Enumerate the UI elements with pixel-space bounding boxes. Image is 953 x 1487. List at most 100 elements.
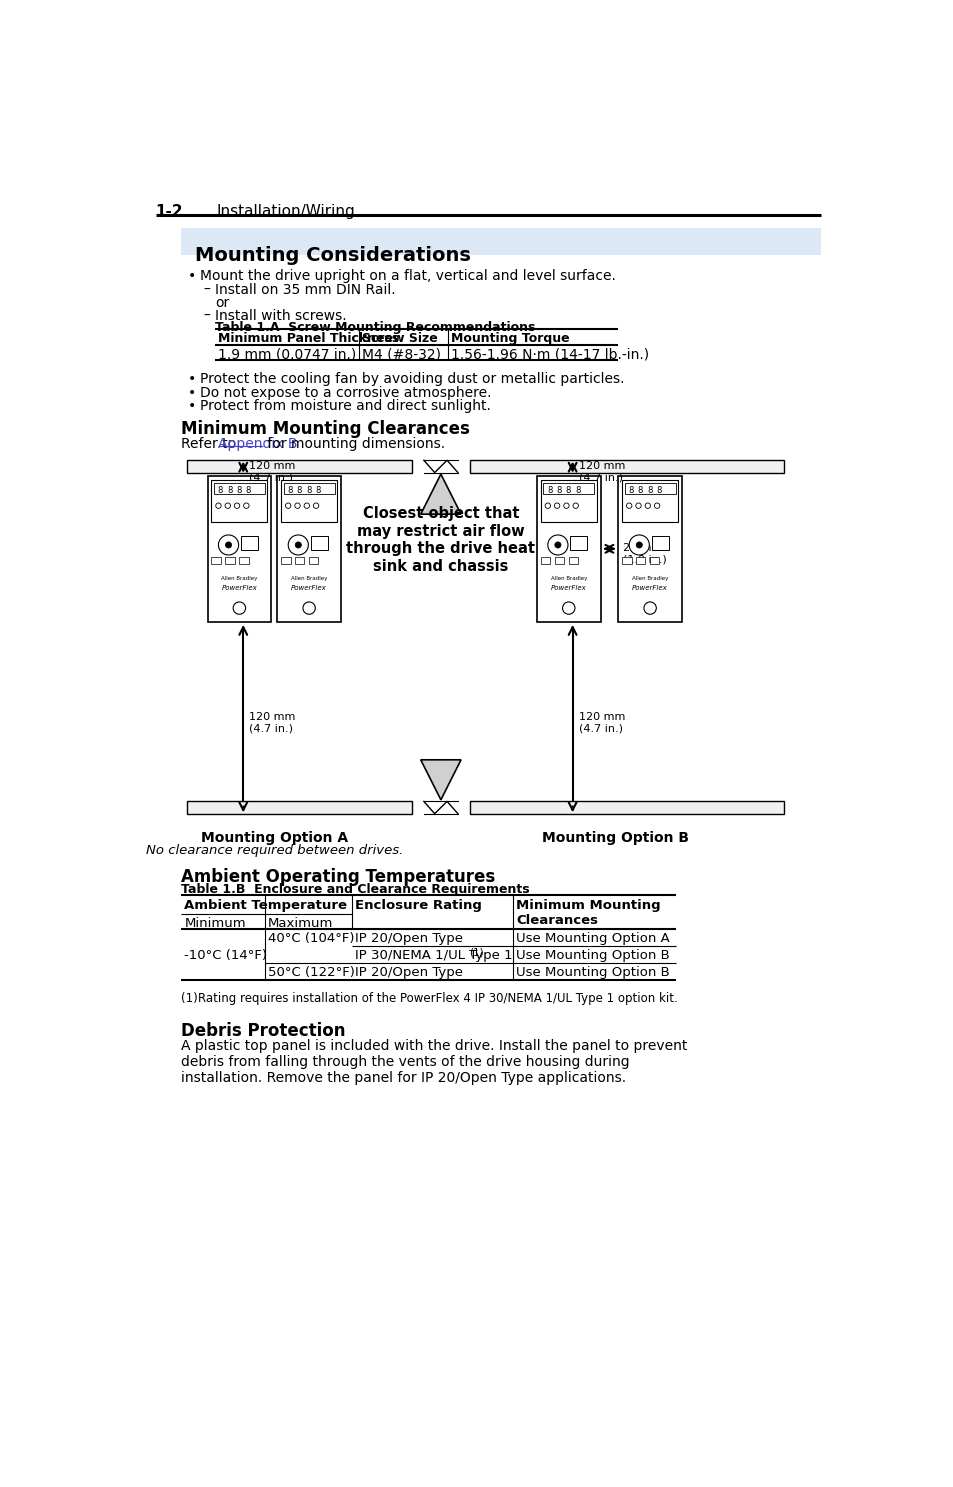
Circle shape	[547, 535, 567, 555]
Circle shape	[573, 503, 578, 509]
Bar	[208, 476, 271, 622]
Text: Ambient Operating Temperatures: Ambient Operating Temperatures	[181, 867, 495, 886]
Bar	[542, 483, 594, 494]
Text: 8: 8	[656, 486, 661, 495]
Text: 1.56-1.96 N·m (14-17 lb.-in.): 1.56-1.96 N·m (14-17 lb.-in.)	[451, 348, 648, 361]
Bar	[309, 556, 318, 564]
Text: Appendix B: Appendix B	[217, 437, 297, 451]
Bar	[281, 479, 336, 522]
Text: -10°C (14°F): -10°C (14°F)	[184, 949, 267, 962]
Text: Mounting Option A: Mounting Option A	[200, 831, 348, 845]
Text: Maximum: Maximum	[268, 917, 334, 929]
Bar	[540, 479, 596, 522]
Circle shape	[626, 503, 631, 509]
Bar	[212, 556, 220, 564]
Text: PowerFlex: PowerFlex	[550, 584, 586, 590]
Bar	[636, 556, 645, 564]
Text: or: or	[215, 296, 230, 311]
Bar	[649, 556, 659, 564]
Bar	[618, 476, 681, 622]
Bar	[568, 556, 578, 564]
Text: 120 mm
(4.7 in.): 120 mm (4.7 in.)	[249, 461, 295, 483]
Text: Refer to: Refer to	[181, 437, 240, 451]
Text: Enclosure Rating: Enclosure Rating	[355, 900, 481, 912]
Text: (1): (1)	[181, 992, 198, 1005]
Text: Allen Bradley: Allen Bradley	[291, 575, 327, 581]
Text: Protect the cooling fan by avoiding dust or metallic particles.: Protect the cooling fan by avoiding dust…	[199, 372, 623, 387]
Bar	[239, 556, 249, 564]
Circle shape	[554, 503, 559, 509]
Text: 25 mm
(1.0 in.): 25 mm (1.0 in.)	[622, 543, 666, 564]
Text: –: –	[203, 309, 210, 323]
Text: Table 1.B  Enclosure and Clearance Requirements: Table 1.B Enclosure and Clearance Requir…	[181, 883, 529, 897]
Text: Mount the drive upright on a flat, vertical and level surface.: Mount the drive upright on a flat, verti…	[199, 269, 615, 284]
Text: 8: 8	[227, 486, 233, 495]
Text: Use Mounting Option A: Use Mounting Option A	[516, 932, 669, 946]
Text: Rating requires installation of the PowerFlex 4 IP 30/NEMA 1/UL Type 1 option ki: Rating requires installation of the Powe…	[198, 992, 678, 1005]
Polygon shape	[420, 474, 460, 515]
Bar	[294, 556, 304, 564]
Bar	[621, 556, 631, 564]
Circle shape	[225, 503, 231, 509]
Text: Table 1.A  Screw Mounting Recommendations: Table 1.A Screw Mounting Recommendations	[215, 321, 536, 335]
Circle shape	[218, 535, 238, 555]
Text: 8: 8	[637, 486, 642, 495]
Text: Mounting Torque: Mounting Torque	[451, 333, 569, 345]
Text: Do not expose to a corrosive atmosphere.: Do not expose to a corrosive atmosphere.	[199, 385, 491, 400]
Text: Minimum Mounting Clearances: Minimum Mounting Clearances	[181, 421, 470, 439]
Bar	[181, 229, 820, 254]
Bar	[537, 476, 599, 622]
Text: Mounting Considerations: Mounting Considerations	[195, 247, 471, 265]
Circle shape	[285, 503, 291, 509]
Text: No clearance required between drives.: No clearance required between drives.	[146, 843, 402, 857]
Circle shape	[635, 503, 640, 509]
Circle shape	[636, 541, 641, 549]
Text: M4 (#8-32): M4 (#8-32)	[361, 348, 440, 361]
Text: Minimum Panel Thickness: Minimum Panel Thickness	[218, 333, 399, 345]
Circle shape	[234, 503, 239, 509]
Text: 8: 8	[628, 486, 633, 495]
Text: IP 20/Open Type: IP 20/Open Type	[355, 967, 462, 978]
Text: 8: 8	[565, 486, 571, 495]
Circle shape	[555, 541, 560, 549]
Text: PowerFlex: PowerFlex	[632, 584, 667, 590]
Text: Allen Bradley: Allen Bradley	[631, 575, 668, 581]
Text: 8: 8	[646, 486, 652, 495]
Text: –: –	[203, 283, 210, 297]
Text: 40°C (104°F): 40°C (104°F)	[268, 932, 355, 946]
Circle shape	[544, 503, 550, 509]
Circle shape	[294, 541, 301, 549]
Text: 8: 8	[315, 486, 320, 495]
Circle shape	[563, 503, 569, 509]
Text: Allen Bradley: Allen Bradley	[221, 575, 257, 581]
Circle shape	[243, 503, 249, 509]
Bar	[283, 483, 335, 494]
Bar	[212, 479, 267, 522]
Bar	[570, 535, 587, 550]
Circle shape	[313, 503, 318, 509]
Bar	[277, 476, 340, 622]
Text: Ambient Temperature: Ambient Temperature	[184, 900, 347, 912]
Bar	[621, 479, 678, 522]
Bar	[624, 483, 675, 494]
Bar	[540, 556, 550, 564]
Bar	[651, 535, 668, 550]
Bar	[187, 801, 412, 813]
Text: 1-2: 1-2	[155, 204, 183, 219]
Circle shape	[225, 541, 232, 549]
Text: Closest object that
may restrict air flow
through the drive heat
sink and chassi: Closest object that may restrict air flo…	[346, 507, 535, 574]
Text: PowerFlex: PowerFlex	[291, 584, 327, 590]
Text: 8: 8	[296, 486, 302, 495]
Text: Minimum Mounting
Clearances: Minimum Mounting Clearances	[516, 900, 660, 928]
Circle shape	[288, 535, 308, 555]
Bar	[187, 461, 412, 473]
Text: •: •	[187, 372, 195, 387]
Text: (1): (1)	[469, 947, 484, 958]
Circle shape	[562, 602, 575, 614]
Text: 8: 8	[217, 486, 223, 495]
Text: 8: 8	[556, 486, 561, 495]
Text: 120 mm
(4.7 in.): 120 mm (4.7 in.)	[578, 712, 624, 733]
Text: for mounting dimensions.: for mounting dimensions.	[262, 437, 444, 451]
Circle shape	[294, 503, 300, 509]
Bar	[225, 556, 234, 564]
